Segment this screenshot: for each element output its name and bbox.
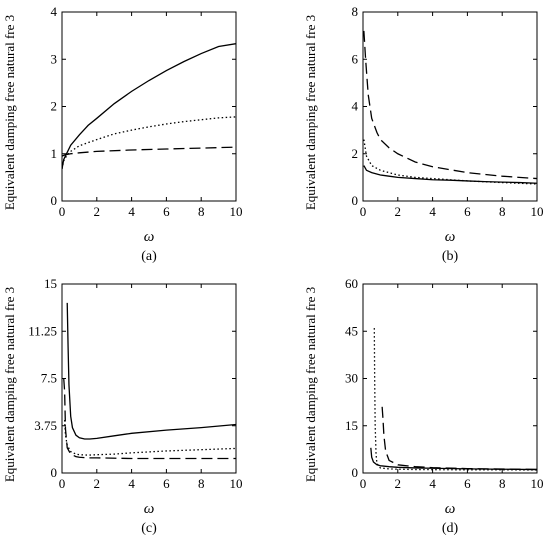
y-axis-label: Equivalent damping free natural fre 3: [2, 15, 17, 210]
y-tick-label: 6: [352, 51, 359, 66]
chart-panel: 0 2 4 6 8 10 0 3.75 7.5 11.25 15 Equivalent damping…: [2, 276, 243, 536]
x-tick-label: 2: [94, 476, 101, 491]
x-tick-label: 8: [499, 476, 506, 491]
y-tick-label: 0: [352, 465, 359, 480]
y-tick-label: 0: [352, 193, 359, 208]
x-tick-label: 0: [59, 476, 66, 491]
y-tick-label: 3: [51, 51, 58, 66]
y-tick-label: 0: [51, 193, 58, 208]
x-tick-label: 2: [94, 204, 101, 219]
y-tick-label: 11.25: [28, 323, 57, 338]
series-line-solid: [363, 165, 537, 184]
x-tick-label: 8: [198, 204, 205, 219]
plot-frame: [362, 11, 538, 202]
series-line-solid: [62, 43, 236, 169]
series-line-dotted: [63, 420, 236, 456]
y-tick-label: 60: [345, 276, 358, 291]
x-tick-label: 0: [360, 204, 367, 219]
y-tick-label: 15: [345, 418, 358, 433]
series-line-dashed: [63, 378, 236, 460]
y-tick-label: 2: [352, 146, 359, 161]
x-tick-label: 6: [464, 476, 471, 491]
x-tick-label: 0: [360, 476, 367, 491]
panel-caption: (b): [442, 249, 459, 264]
y-tick-label: 2: [51, 99, 58, 114]
x-tick-label: 4: [429, 476, 436, 491]
series-line-solid: [66, 302, 236, 440]
x-axis-label: ω: [144, 229, 155, 245]
y-tick-label: 30: [345, 371, 358, 386]
x-tick-label: 4: [128, 476, 135, 491]
x-tick-label: 8: [499, 204, 506, 219]
x-axis-label: ω: [144, 501, 155, 517]
x-tick-label: 10: [230, 204, 243, 219]
x-tick-label: 6: [464, 204, 471, 219]
y-tick-label: 15: [44, 276, 57, 291]
x-axis-label: ω: [445, 229, 456, 245]
panel-caption: (c): [141, 521, 157, 536]
y-axis-label: Equivalent damping free natural fre 3: [303, 287, 318, 482]
y-tick-label: 1: [51, 146, 58, 161]
series-line-dotted: [363, 139, 537, 185]
x-tick-label: 10: [531, 204, 544, 219]
y-tick-label: 4: [51, 4, 58, 19]
plot-frame: [61, 11, 237, 202]
x-tick-label: 10: [531, 476, 544, 491]
panel-caption: (a): [141, 249, 157, 264]
x-tick-label: 4: [429, 204, 436, 219]
x-tick-label: 0: [59, 204, 66, 219]
y-tick-label: 4: [352, 99, 359, 114]
y-axis-label: Equivalent damping free natural fre 3: [303, 15, 318, 210]
plot-frame: [61, 283, 237, 474]
series-line-dashed: [363, 30, 537, 180]
x-tick-label: 6: [163, 476, 170, 491]
y-axis-label: Equivalent damping free natural fre 3: [2, 287, 17, 482]
series-line-dotted: [373, 328, 537, 471]
x-tick-label: 2: [395, 204, 402, 219]
y-tick-label: 3.75: [34, 418, 57, 433]
y-tick-label: 8: [352, 4, 359, 19]
x-tick-label: 10: [230, 476, 243, 491]
x-tick-label: 8: [198, 476, 205, 491]
x-axis-label: ω: [445, 501, 456, 517]
chart-panel: 0 2 4 6 8 10 0 2 4 6 8 Equivalent damping free natu…: [303, 4, 544, 264]
series-line-dashed: [62, 146, 236, 157]
chart-panel: 0 2 4 6 8 10 0 1 2 3 4 Equivalent damping free natu…: [2, 4, 243, 264]
x-tick-label: 2: [395, 476, 402, 491]
series-line-solid: [370, 447, 537, 471]
chart-panel: 0 2 4 6 8 10 0 15 30 45 60 Equivalent damping free …: [303, 276, 544, 536]
y-tick-label: 0: [51, 465, 58, 480]
y-tick-label: 45: [345, 323, 358, 338]
series-line-dashed: [381, 406, 537, 471]
panel-caption: (d): [442, 521, 459, 536]
y-tick-label: 7.5: [41, 371, 57, 386]
plot-frame: [362, 283, 538, 474]
x-tick-label: 4: [128, 204, 135, 219]
x-tick-label: 6: [163, 204, 170, 219]
